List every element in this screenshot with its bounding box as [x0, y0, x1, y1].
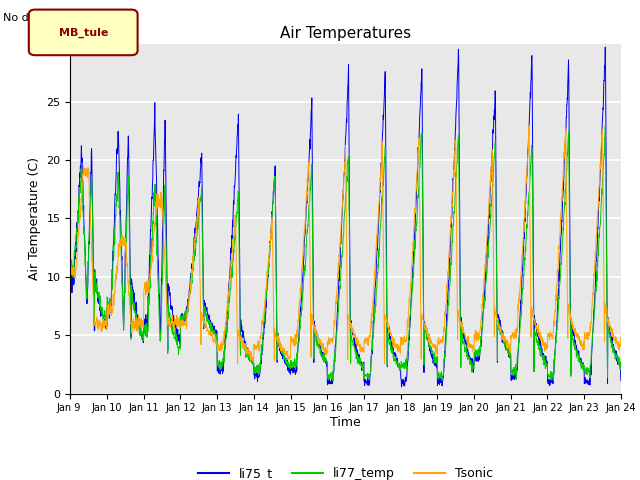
li77_temp [602, 123, 609, 129]
Text: MB_tule: MB_tule [58, 27, 108, 38]
li77_temp [617, 367, 625, 372]
li77_temp [584, 368, 591, 373]
Line: Tsonic: Tsonic [70, 125, 621, 364]
Legend: li75_t, li77_temp, Tsonic: li75_t, li77_temp, Tsonic [193, 462, 499, 480]
Tsonic [617, 335, 625, 340]
li75_t [220, 355, 228, 360]
li77_temp [506, 344, 513, 350]
Tsonic [67, 273, 74, 278]
Tsonic [220, 342, 228, 348]
li75_t [602, 44, 609, 50]
li77_temp [67, 268, 74, 274]
Tsonic [234, 361, 241, 367]
Text: No data for f_AirT: No data for f_AirT [3, 12, 101, 23]
Tsonic [374, 225, 381, 230]
Tsonic [569, 321, 577, 326]
Line: li75_t: li75_t [70, 47, 621, 387]
li75_t [617, 378, 625, 384]
Line: li77_temp: li77_temp [70, 126, 621, 381]
li75_t [584, 377, 591, 383]
Title: Air Temperatures: Air Temperatures [280, 25, 411, 41]
Tsonic [584, 337, 592, 343]
Tsonic [362, 336, 369, 341]
li77_temp [220, 348, 228, 354]
li75_t [67, 284, 74, 289]
Y-axis label: Air Temperature (C): Air Temperature (C) [28, 157, 41, 280]
li75_t [397, 384, 405, 390]
li75_t [506, 355, 513, 361]
li75_t [374, 247, 381, 252]
Tsonic [525, 122, 533, 128]
li77_temp [362, 372, 369, 378]
li77_temp [568, 333, 576, 339]
li75_t [568, 322, 576, 328]
li77_temp [329, 378, 337, 384]
X-axis label: Time: Time [330, 416, 361, 429]
li77_temp [374, 270, 381, 276]
Tsonic [506, 348, 513, 354]
li75_t [362, 378, 369, 384]
